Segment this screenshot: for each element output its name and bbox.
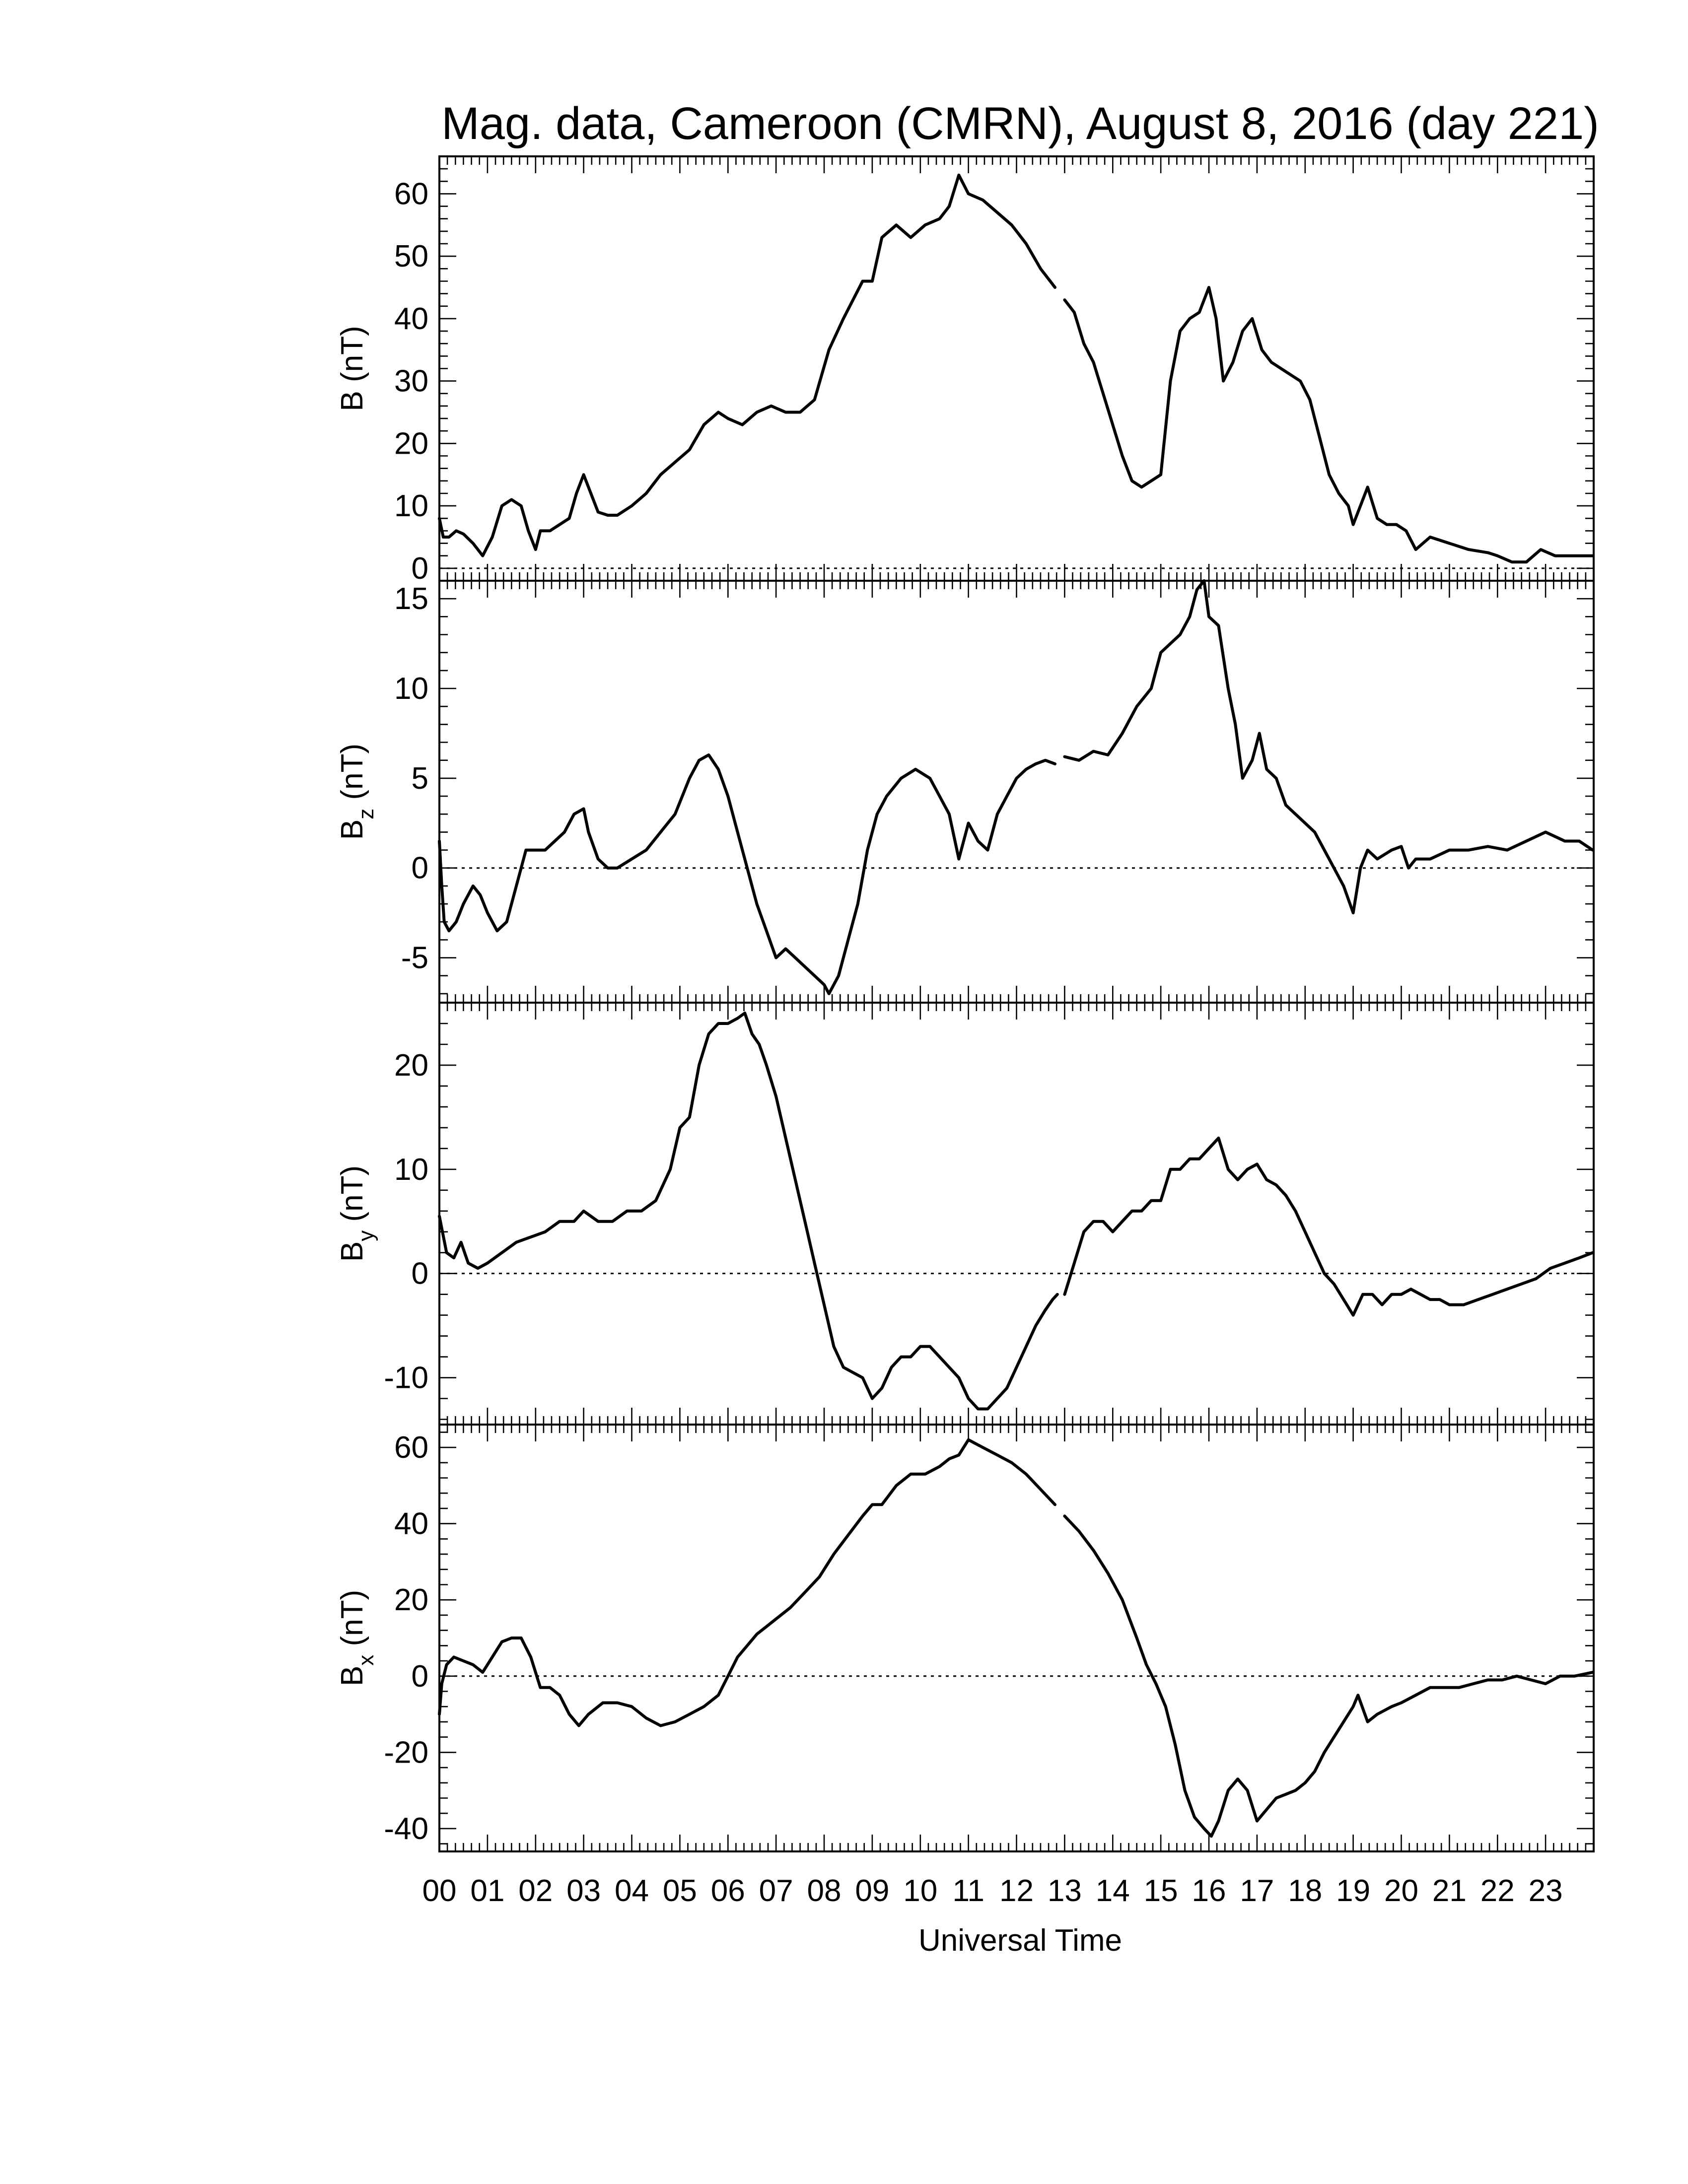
series-line-B xyxy=(438,173,1056,557)
y-axis-label-unit: (nT) xyxy=(335,1590,369,1655)
y-tick-label: 60 xyxy=(394,177,428,211)
y-tick-label: 20 xyxy=(394,1048,428,1083)
y-axis-label: Bz (nT) xyxy=(335,744,378,840)
x-tick-label: 18 xyxy=(1288,1874,1322,1908)
x-tick-label: 08 xyxy=(807,1874,842,1908)
y-axis-label-subscript: z xyxy=(354,809,378,819)
x-tick-label: 23 xyxy=(1529,1874,1563,1908)
y-axis-label-main: B xyxy=(335,1241,369,1262)
series-line-B xyxy=(1063,286,1595,564)
y-axis-label: B (nT) xyxy=(335,326,369,411)
y-tick-label: 10 xyxy=(394,1153,428,1187)
y-tick-label: -40 xyxy=(384,1812,428,1846)
chart-title: Mag. data, Cameroon (CMRN), August 8, 20… xyxy=(441,98,1599,149)
x-axis-label: Universal Time xyxy=(918,1923,1122,1958)
x-tick-label: 05 xyxy=(663,1874,697,1908)
y-tick-label: 10 xyxy=(394,489,428,523)
y-axis-label-unit: (nT) xyxy=(335,326,369,391)
y-axis-label-main: B xyxy=(335,391,369,411)
y-tick-label: 50 xyxy=(394,239,428,273)
x-tick-label: 09 xyxy=(855,1874,889,1908)
series-line-By xyxy=(438,1012,1059,1411)
x-tick-label: 15 xyxy=(1144,1874,1178,1908)
x-tick-label: 16 xyxy=(1192,1874,1226,1908)
series-line-By xyxy=(1063,1136,1595,1317)
y-tick-label: 0 xyxy=(412,1659,428,1694)
y-tick-label: 20 xyxy=(394,1583,428,1617)
series-line-Bz xyxy=(1063,579,1595,915)
x-tick-label: 13 xyxy=(1048,1874,1082,1908)
x-tick-label: 11 xyxy=(952,1874,984,1908)
y-tick-label: 60 xyxy=(394,1431,428,1465)
y-tick-label: 0 xyxy=(412,551,428,586)
chart-panels: 0 10 20 30 40 50 60 B (nT) -5 0 5 10 15 Bz (nT) -10 0 10… xyxy=(335,155,1595,1852)
x-ticks xyxy=(438,156,1595,581)
x-tick-label: 22 xyxy=(1480,1874,1515,1908)
x-tick-label: 02 xyxy=(518,1874,553,1908)
y-axis-label-subscript: x xyxy=(354,1655,378,1666)
y-axis-label-unit: (nT) xyxy=(335,744,369,809)
panel-B: 0 10 20 30 40 50 60 B (nT) xyxy=(335,155,1595,586)
y-tick-label: -5 xyxy=(401,941,428,975)
x-tick-label: 17 xyxy=(1240,1874,1274,1908)
series-line-Bz xyxy=(438,753,1056,995)
y-tick-label: 0 xyxy=(412,1257,428,1291)
x-tick-label: 19 xyxy=(1336,1874,1370,1908)
y-tick-label: 40 xyxy=(394,1507,428,1541)
x-ticks xyxy=(438,1003,1595,1425)
x-tick-label: 03 xyxy=(566,1874,601,1908)
x-tick-label: 12 xyxy=(999,1874,1034,1908)
y-axis-label-unit: (nT) xyxy=(335,1165,369,1230)
x-tick-labels: 00 01 02 03 04 05 06 07 08 09 10 11 12 13 14 15 16 17 18 19… xyxy=(422,1874,1563,1908)
series-line-Bx xyxy=(438,1438,1056,1727)
x-tick-label: 21 xyxy=(1432,1874,1467,1908)
y-tick-label: 5 xyxy=(412,761,428,796)
panel-Bx: -40 -20 0 20 40 60 Bx (nT) xyxy=(335,1424,1595,1852)
x-tick-label: 06 xyxy=(711,1874,745,1908)
x-tick-label: 07 xyxy=(759,1874,793,1908)
x-tick-label: 10 xyxy=(903,1874,937,1908)
y-tick-label: 30 xyxy=(394,364,428,399)
y-tick-label: 0 xyxy=(412,851,428,886)
y-axis-label-main: B xyxy=(335,1666,369,1686)
y-tick-label: 15 xyxy=(394,582,428,616)
series-line-Bx xyxy=(1063,1514,1595,1838)
y-axis-label-main: B xyxy=(335,819,369,840)
x-tick-label: 14 xyxy=(1096,1874,1130,1908)
y-axis-label-subscript: y xyxy=(354,1230,378,1241)
y-axis-label: Bx (nT) xyxy=(335,1590,378,1686)
y-tick-label: 20 xyxy=(394,426,428,461)
y-tick-label: 10 xyxy=(394,672,428,706)
y-ticks xyxy=(439,1432,1594,1844)
x-ticks xyxy=(438,1425,1595,1851)
x-tick-label: 20 xyxy=(1384,1874,1418,1908)
x-tick-label: 01 xyxy=(470,1874,504,1908)
x-tick-label: 00 xyxy=(422,1874,457,1908)
y-tick-label: -10 xyxy=(384,1361,428,1395)
y-axis-label: By (nT) xyxy=(335,1165,378,1262)
y-tick-label: -20 xyxy=(384,1735,428,1770)
y-tick-label: 40 xyxy=(394,302,428,336)
x-tick-label: 04 xyxy=(615,1874,649,1908)
